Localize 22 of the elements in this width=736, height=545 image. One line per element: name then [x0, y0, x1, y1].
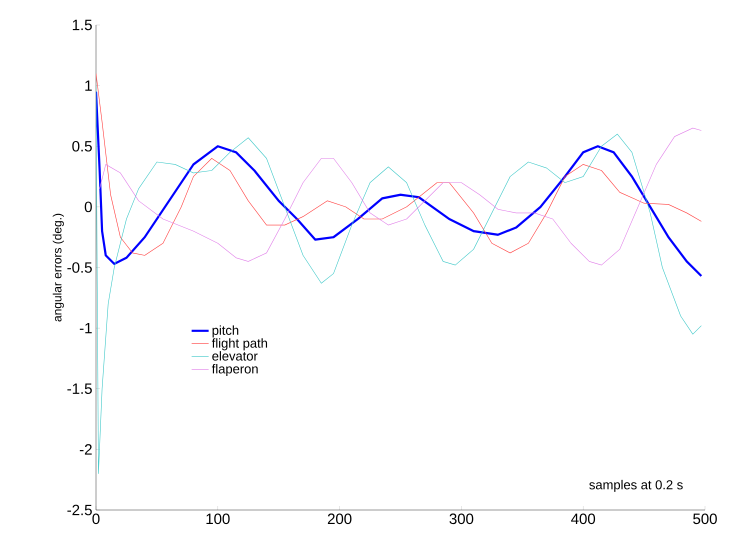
x-tick-label: 400 — [571, 514, 596, 524]
legend-label: pitch — [212, 325, 238, 338]
x-tick-label: 500 — [693, 514, 717, 524]
legend-label: flaperon — [212, 364, 258, 376]
y-tick-label: 1 — [85, 80, 92, 91]
y-tick-label: -2 — [80, 444, 92, 455]
x-tick-label: 0 — [92, 514, 100, 524]
x-axis-title: samples at 0.2 s — [589, 480, 683, 492]
y-axis-title: angular errors (deg.) — [52, 214, 64, 322]
legend-label: elevator — [212, 351, 258, 361]
x-tick-label: 200 — [328, 514, 352, 524]
y-tick-label: 0 — [84, 202, 92, 212]
y-tick-label: -2.5 — [67, 504, 92, 516]
x-tick-label: 100 — [206, 514, 230, 524]
y-tick-label: 0.5 — [72, 140, 92, 152]
legend-label: flight path — [212, 338, 268, 350]
y-tick-label: -0.5 — [67, 262, 92, 273]
y-tick-label: -1.5 — [67, 384, 92, 394]
x-tick-label: 300 — [450, 514, 474, 524]
y-tick-label: 1.5 — [72, 20, 92, 30]
line-series — [96, 73, 702, 256]
y-tick-label: -1 — [80, 322, 92, 334]
